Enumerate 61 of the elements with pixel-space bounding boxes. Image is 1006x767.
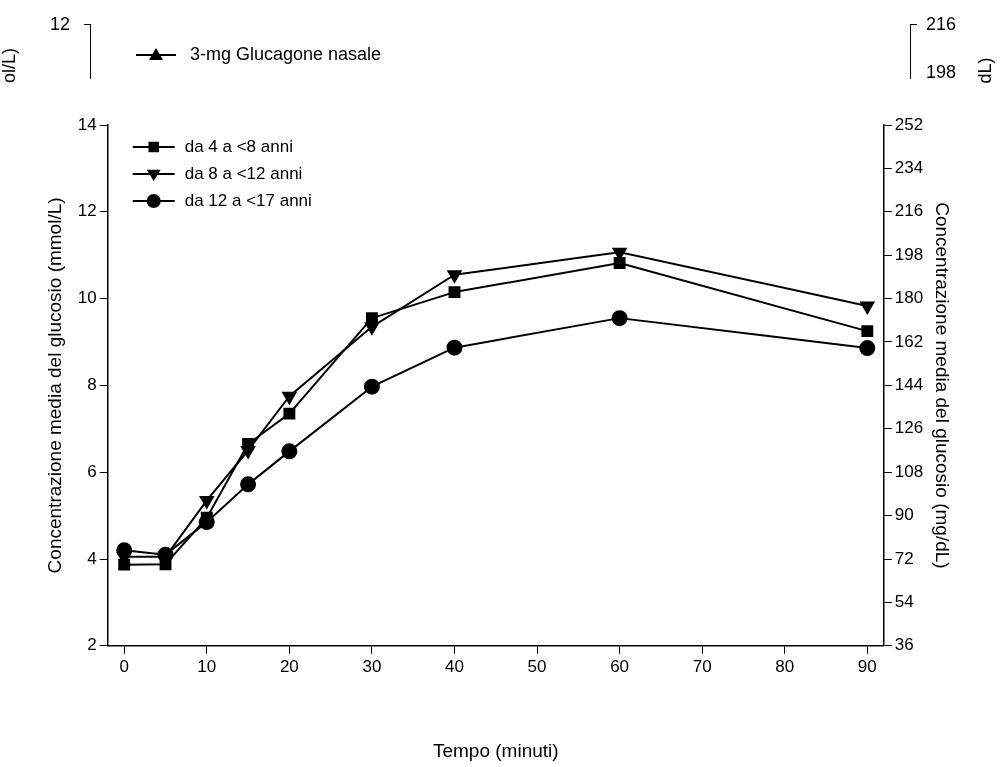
y2-tick-label: 36 [894,635,914,655]
point [199,495,214,509]
point [860,301,875,314]
text: 216 [926,14,957,35]
x-tick-label: 30 [362,656,382,676]
y-tick-label: 8 [87,375,97,395]
point [859,340,876,357]
x-tick-label: 40 [445,656,464,676]
y-tick-label: 6 [87,461,97,481]
x-tick-label: 20 [279,656,299,676]
x-axis-title: Tempo (minuti) [432,739,559,761]
y2-tick-label: 180 [894,288,924,308]
point [363,378,380,395]
text: ol/L) [0,47,20,84]
y-tick-label: 2 [87,635,97,655]
point [198,514,215,531]
x-tick-label: 90 [857,656,877,676]
y2-tick-label: 234 [894,158,924,178]
point [282,391,297,405]
point [283,407,296,420]
y-tick-label: 4 [87,548,97,568]
text: 198 [926,62,957,83]
y-axis-title: Concentrazione media del glucosio (mmol/L) [43,197,65,574]
point [157,546,174,563]
point [240,476,257,493]
legend-label: da 12 a <17 anni [184,190,312,210]
y-tick-label: 14 [77,114,97,134]
point [611,310,628,327]
y2-tick-label: 198 [894,244,924,264]
text: 12 [50,14,71,35]
point [241,446,256,459]
text: 3-mg Glucagone nasale [190,44,382,65]
point [861,325,874,338]
y2-tick-label: 216 [894,201,924,221]
x-tick-label: 80 [775,656,795,676]
y2-tick-label: 90 [894,505,914,525]
legend-label: da 8 a <12 anni [184,163,303,183]
y2-tick-label: 108 [894,461,924,481]
x-tick-label: 0 [119,656,129,676]
x-tick-label: 70 [692,656,712,676]
point [281,443,298,460]
point [116,542,133,559]
y2-tick-label: 252 [894,114,924,134]
point [446,339,463,356]
point [447,270,462,283]
x-tick-label: 10 [197,656,217,676]
y2-tick-label: 126 [894,418,924,438]
y2-tick-label: 144 [894,375,924,395]
y2-axis-title: Concentrazione media del glucosio (mg/dL) [932,202,954,569]
y-tick-label: 12 [77,201,97,221]
x-tick-label: 60 [610,656,630,676]
point [613,257,626,269]
x-tick-label: 50 [527,656,547,676]
y2-tick-label: 72 [894,548,914,568]
y2-tick-label: 162 [894,331,924,351]
y2-tick-label: 54 [894,592,914,612]
legend-label: da 4 a <8 anni [184,136,293,156]
text: dL) [974,57,996,84]
point [448,286,461,299]
y-tick-label: 10 [77,288,97,308]
point [364,322,379,335]
